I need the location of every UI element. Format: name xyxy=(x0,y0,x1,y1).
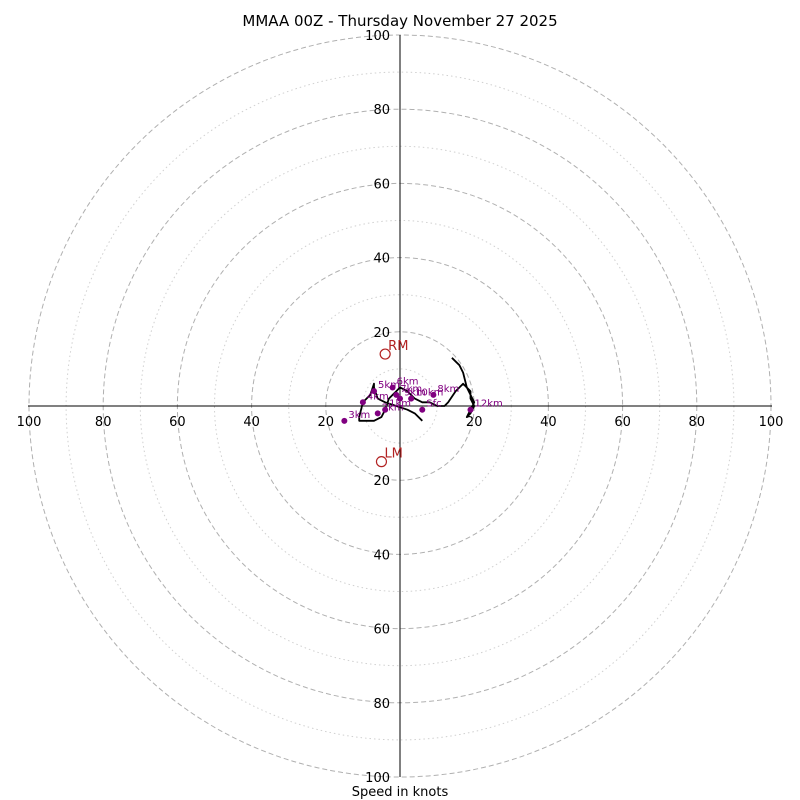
storm-motion-marker-lm xyxy=(375,456,388,468)
y-tick-top-80: 80 xyxy=(373,103,390,118)
y-tick-bottom-40: 40 xyxy=(373,548,390,563)
y-tick-bottom-20: 20 xyxy=(373,474,390,489)
x-tick-left-20: 20 xyxy=(318,415,335,430)
height-label-2km: 2km xyxy=(382,402,404,413)
height-label-12km: 12km xyxy=(474,399,502,410)
height-marker-6km xyxy=(389,384,396,391)
height-label-6km: 6km xyxy=(397,376,419,387)
x-tick-left-40: 40 xyxy=(243,415,260,430)
x-tick-right-20: 20 xyxy=(466,415,483,430)
height-marker-12km xyxy=(467,406,474,413)
y-tick-bottom-80: 80 xyxy=(373,697,390,712)
x-tick-left-60: 60 xyxy=(169,415,186,430)
height-label-10km: 10km xyxy=(415,388,443,399)
storm-motion-markers: RM LM xyxy=(375,339,408,468)
tick-labels: 100 80 60 40 20 20 40 60 80 100 100 80 60 40 20 20 40 60 8… xyxy=(17,29,784,786)
x-tick-right-60: 60 xyxy=(614,415,631,430)
y-tick-bottom-60: 60 xyxy=(373,623,390,638)
height-marker-2km xyxy=(374,410,381,417)
storm-motion-marker-rm xyxy=(379,348,391,360)
y-tick-top-60: 60 xyxy=(373,177,390,192)
y-tick-bottom-100: 100 xyxy=(365,771,390,786)
height-marker-7km xyxy=(393,391,400,398)
y-tick-top-40: 40 xyxy=(373,252,390,267)
height-marker-1km xyxy=(382,406,389,413)
chart-title: MMAA 00Z - Thursday November 27 2025 xyxy=(242,12,557,30)
height-label-7km: 7km xyxy=(400,384,422,395)
height-label-9km: 9km xyxy=(404,388,426,399)
storm-motion-label-lm: LM xyxy=(384,447,402,462)
y-tick-top-100: 100 xyxy=(365,29,390,44)
height-marker-sfc xyxy=(419,406,426,413)
storm-motion-label-rm: RM xyxy=(388,339,408,354)
height-marker-8km xyxy=(430,391,437,398)
height-label-8km: 8km xyxy=(437,384,459,395)
x-tick-left-80: 80 xyxy=(95,415,112,430)
x-axis-label: Speed in knots xyxy=(352,785,449,800)
x-tick-right-40: 40 xyxy=(540,415,557,430)
height-marker-9km xyxy=(397,395,403,402)
height-label-4km: 4km xyxy=(367,391,389,402)
height-marker-10km xyxy=(408,395,415,402)
x-tick-left-100: 100 xyxy=(17,415,42,430)
x-tick-right-80: 80 xyxy=(689,415,706,430)
height-label-5km: 5km xyxy=(378,380,400,391)
height-marker-3km xyxy=(341,417,348,424)
height-label-3km: 3km xyxy=(348,410,370,421)
height-label-1km: 1km xyxy=(389,399,411,410)
height-marker-4km xyxy=(359,399,366,406)
height-label-sfc: Sfc xyxy=(426,399,441,410)
x-tick-right-100: 100 xyxy=(759,415,784,430)
height-marker-5km xyxy=(371,388,378,395)
y-tick-top-20: 20 xyxy=(373,326,390,341)
